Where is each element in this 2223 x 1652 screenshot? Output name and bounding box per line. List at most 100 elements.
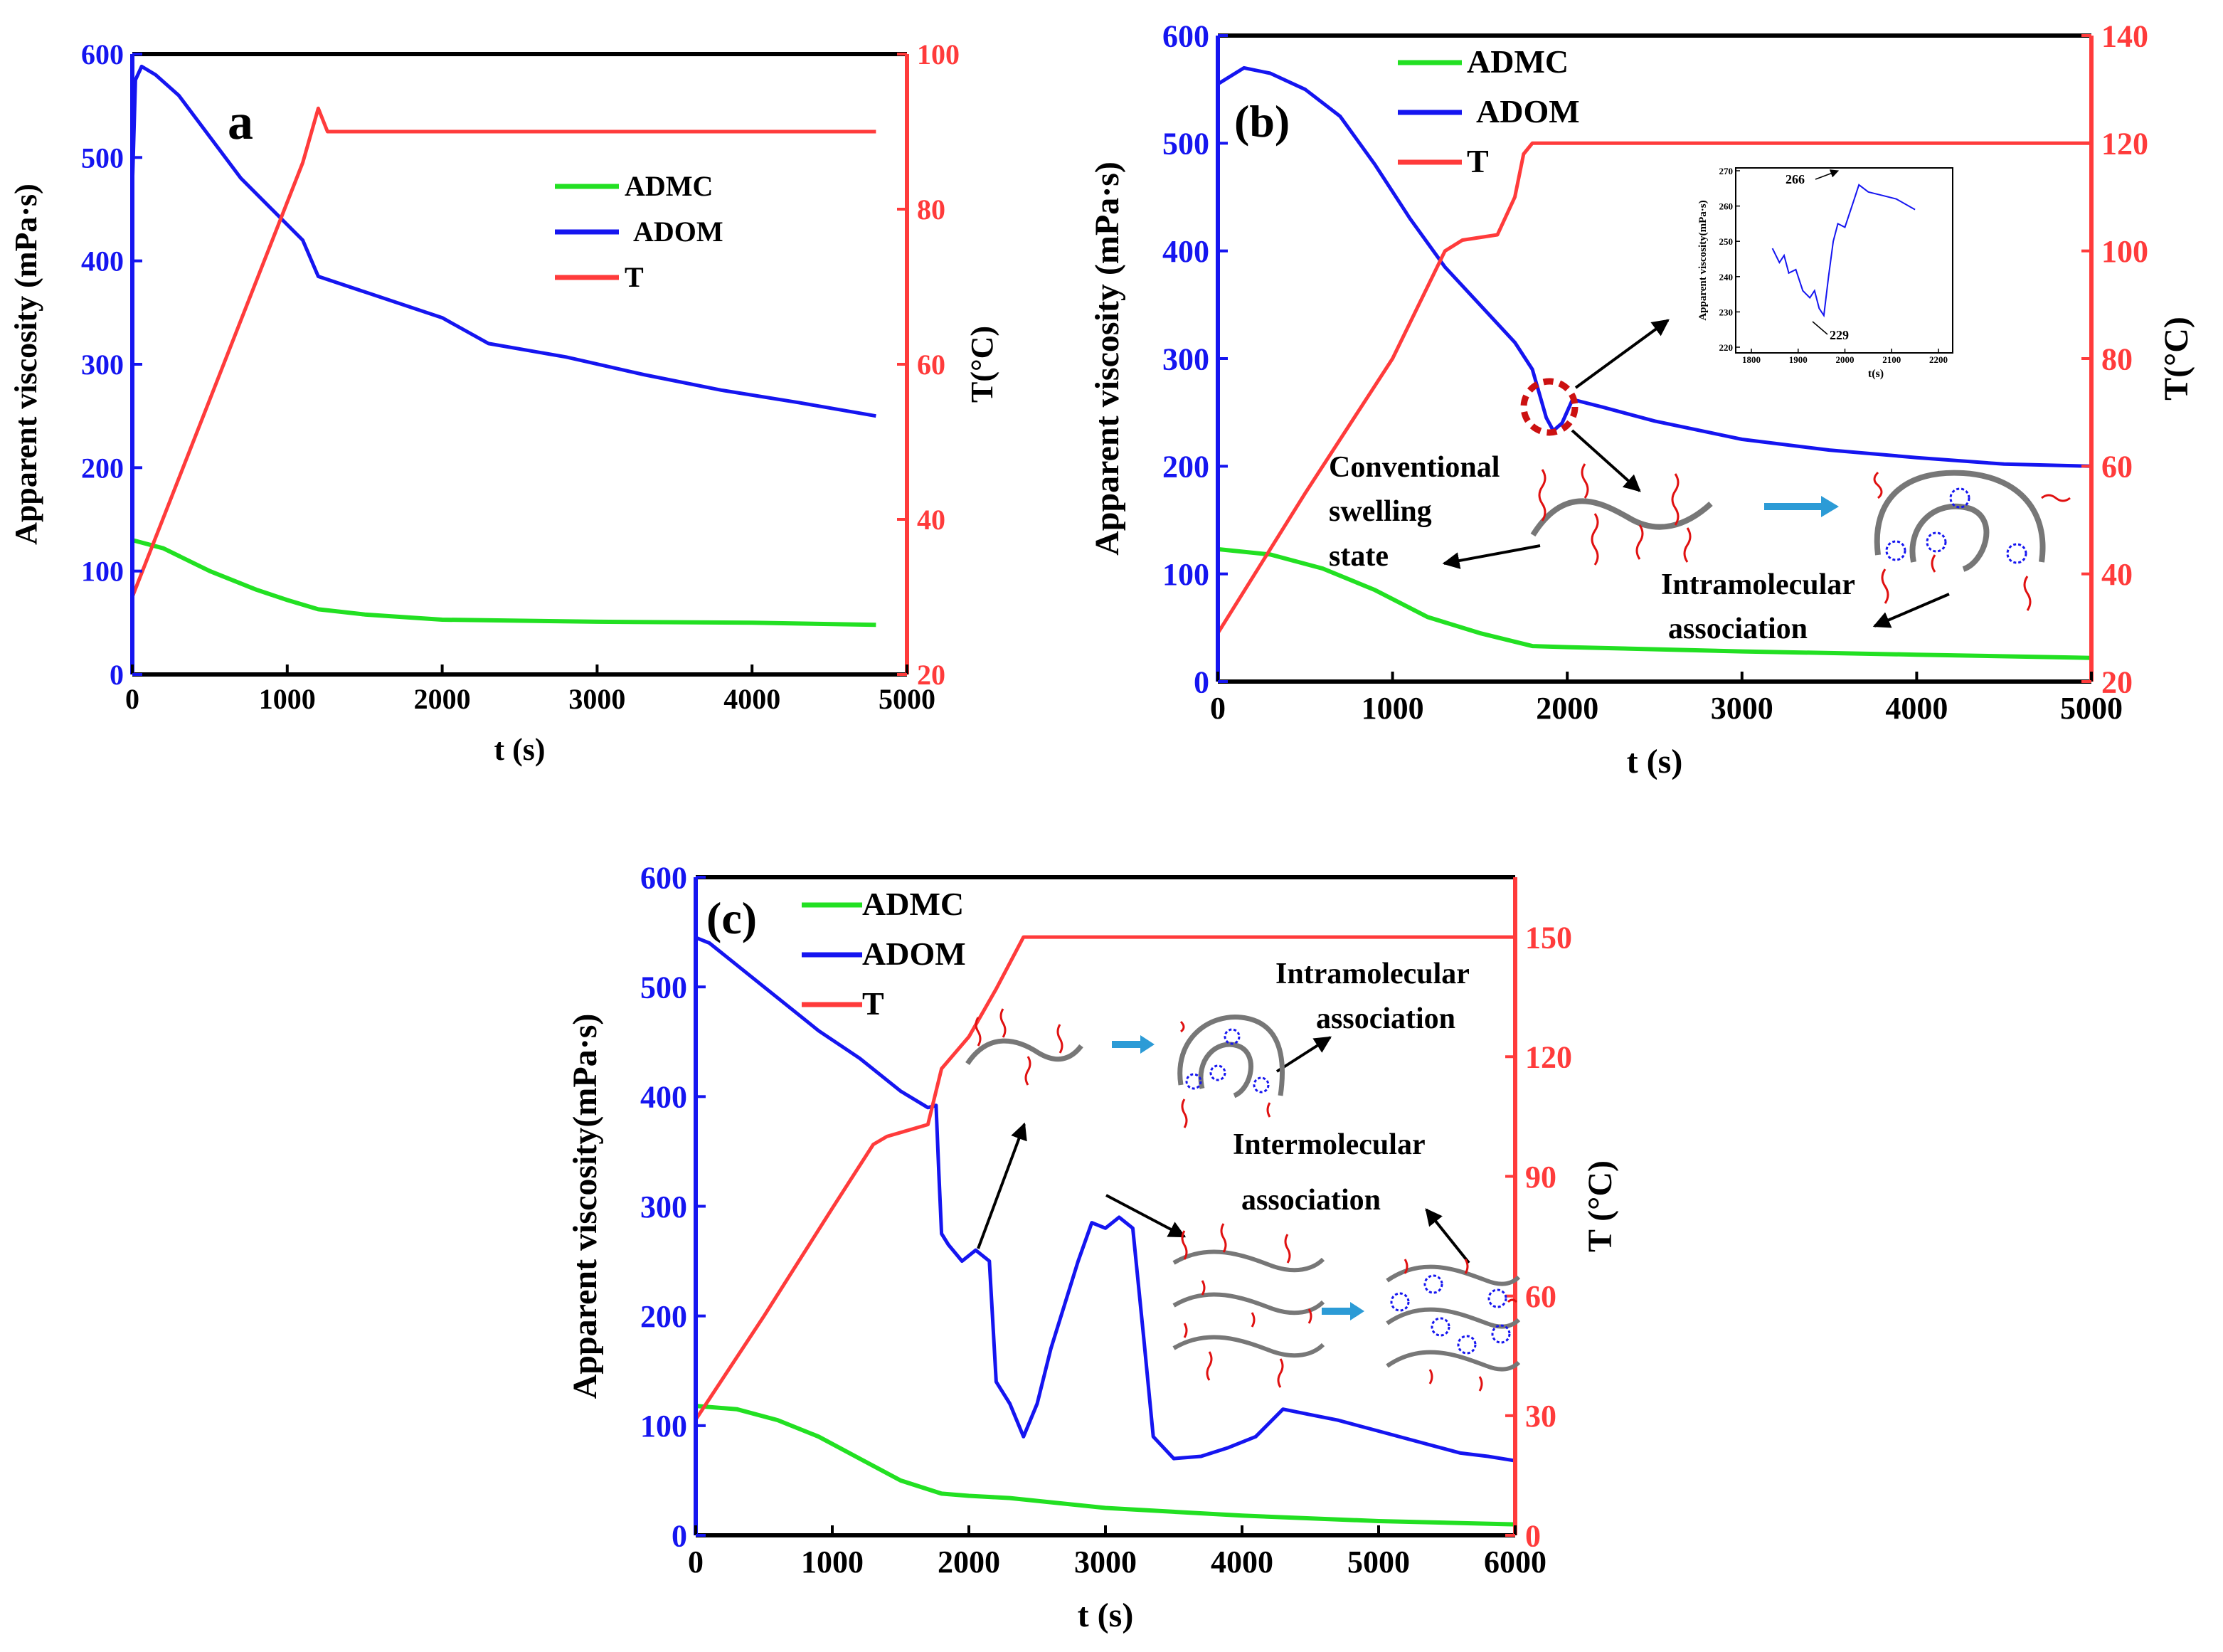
y2-tick-label: 100 [2101, 234, 2148, 269]
label-conventional: Conventional [1329, 451, 1500, 484]
y-tick-label: 0 [672, 1518, 687, 1553]
label-association: association [1668, 613, 1808, 645]
inset-annot-266: 266 [1786, 172, 1805, 186]
y2-tick-label: 100 [917, 38, 960, 70]
y-axis-label: Apparent viscosity (mPa·s) [9, 184, 43, 545]
arrow-inter-c [1425, 1208, 1470, 1264]
panel-label-c: (c) [706, 893, 757, 943]
label-intermolecular: Intermolecular [1233, 1128, 1426, 1161]
label-intra-association: association [1316, 1002, 1455, 1035]
series-admc-line [1217, 546, 2092, 660]
legend-label-admc: ADMC [862, 886, 964, 922]
arrow-blue-icon [1322, 1302, 1364, 1320]
y-tick-label: 300 [640, 1190, 687, 1224]
arrow-to-intramolecular-label [1872, 593, 1950, 628]
x-tick-label: 3000 [1074, 1545, 1137, 1579]
inset-series-line [1771, 184, 1916, 318]
y2-tick-label: 140 [2101, 18, 2148, 53]
arrow-blue-icon [1764, 496, 1839, 517]
y2-tick-label: 40 [917, 504, 945, 536]
inset-ylabel: Apparent viscosity(mPa·s) [1697, 200, 1709, 320]
y2-tick-label: 90 [1525, 1160, 1556, 1195]
x-tick-label: 1000 [801, 1545, 864, 1579]
arrow-to-molecule [1571, 429, 1641, 492]
legend-label-adom: ADOM [1476, 93, 1580, 129]
x-tick-label: 3000 [1711, 691, 1773, 726]
inset-y-tick-label: 250 [1719, 236, 1734, 247]
inset-y-tick-label: 220 [1719, 342, 1734, 353]
y-tick-label: 100 [81, 556, 124, 588]
y-tick-label: 500 [640, 970, 687, 1005]
y2-tick-label: 60 [917, 349, 945, 381]
y-tick-label: 600 [81, 38, 124, 70]
y2-tick-label: 40 [2101, 557, 2133, 592]
y-tick-label: 200 [640, 1299, 687, 1334]
y-tick-label: 0 [1194, 664, 1209, 699]
y2-tick-label: 20 [2101, 664, 2133, 699]
inset-frame [1735, 167, 1953, 354]
y-tick-label: 300 [1162, 341, 1209, 376]
y2-tick-label: 80 [2101, 341, 2133, 376]
y2-tick-label: 120 [1525, 1040, 1572, 1075]
label-state: state [1329, 540, 1389, 573]
label-intramolecular: Intramolecular [1275, 958, 1470, 990]
highlight-ring [1520, 378, 1579, 436]
x-tick-label: 1000 [259, 683, 316, 715]
inset-x-tick-label: 1900 [1789, 354, 1808, 365]
y-tick-label: 200 [81, 452, 124, 484]
series-t-line [694, 935, 1515, 1421]
y-tick-label: 200 [1162, 450, 1209, 485]
y2-tick-label: 60 [1525, 1279, 1556, 1314]
inset-x-tick-label: 2100 [1882, 354, 1901, 365]
y-tick-label: 600 [1162, 18, 1209, 53]
series-admc-line [695, 1404, 1516, 1527]
y2-axis-label: T(°C) [2158, 317, 2195, 401]
y2-tick-label: 60 [2101, 450, 2133, 485]
arrow-up-c [977, 1122, 1027, 1249]
molecule-chains-icon [1172, 1223, 1325, 1388]
series-admc-line [132, 538, 876, 628]
x-tick-label: 4000 [723, 683, 780, 715]
y-tick-label: 100 [640, 1409, 687, 1444]
series-adom-line [1216, 65, 2092, 468]
legend-label-adom: ADOM [862, 936, 966, 972]
molecule-intramolecular-icon [1177, 1015, 1285, 1128]
series-t-line [130, 106, 876, 598]
arrow-to-swelling-label [1442, 544, 1541, 569]
inset-y-tick-label: 260 [1719, 201, 1734, 212]
y-tick-label: 400 [1162, 234, 1209, 269]
y-tick-label: 400 [640, 1080, 687, 1115]
y-tick-label: 400 [81, 245, 124, 277]
x-tick-label: 5000 [1347, 1545, 1410, 1579]
y-tick-label: 100 [1162, 557, 1209, 592]
y2-tick-label: 30 [1525, 1399, 1556, 1434]
label-intramolecular: Intramolecular [1661, 568, 1855, 601]
legend-label-t: T [1467, 143, 1489, 179]
legend-label-admc: ADMC [625, 170, 713, 202]
x-tick-label: 0 [125, 683, 139, 715]
x-tick-label: 3000 [568, 683, 625, 715]
inset-y-tick-label: 230 [1719, 307, 1734, 317]
x-tick-label: 4000 [1885, 691, 1948, 726]
series-adom-line [695, 936, 1516, 1463]
legend-b: ADMC ADOM T [1398, 43, 1580, 179]
x-tick-label: 5000 [879, 683, 935, 715]
x-tick-label: 2000 [1536, 691, 1598, 726]
x-tick-label: 1000 [1362, 691, 1424, 726]
arrow-intra-c [1275, 1036, 1332, 1073]
legend-label-adom: ADOM [633, 216, 723, 248]
y2-axis-label: T(°C) [965, 326, 999, 403]
molecule-swelling-icon [965, 1008, 1083, 1086]
x-tick-label: 2000 [414, 683, 471, 715]
y2-tick-label: 150 [1525, 920, 1572, 955]
y-axis-label: Apparent viscosity (mPa·s) [1088, 162, 1126, 556]
molecule-intermolecular-icon [1386, 1259, 1521, 1392]
x-tick-label: 2000 [938, 1545, 1000, 1579]
panel-c: 0 1000 2000 3000 4000 5000 6000010020030040050… [566, 860, 1619, 1634]
panel-label-b: (b) [1234, 96, 1290, 147]
x-tick-label: 6000 [1484, 1545, 1546, 1579]
x-axis-label: t (s) [494, 732, 545, 767]
y2-axis-label: T (°C) [1581, 1160, 1619, 1252]
arrow-right-c [1105, 1194, 1187, 1238]
